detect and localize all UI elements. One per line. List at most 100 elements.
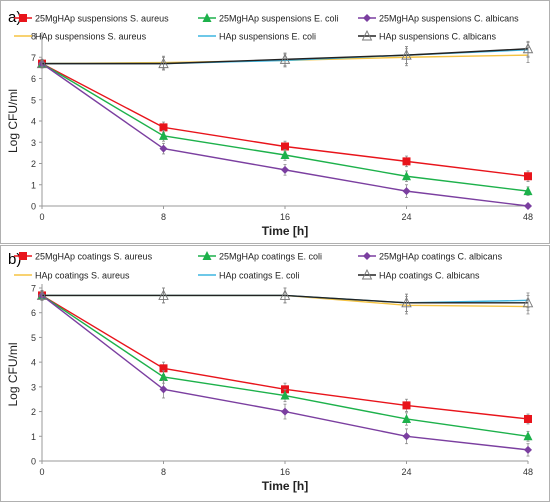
x-tick-label: 8 bbox=[161, 467, 166, 477]
legend-entry: 25MgHAp coatings C. albicans bbox=[358, 252, 503, 262]
x-tick-label: 8 bbox=[161, 212, 166, 222]
y-tick-label: 0 bbox=[31, 457, 36, 467]
data-point bbox=[524, 445, 532, 454]
data-point bbox=[402, 401, 411, 410]
y-tick-label: 4 bbox=[31, 358, 36, 368]
y-tick-label: 0 bbox=[31, 202, 36, 212]
y-tick-label: 5 bbox=[31, 95, 36, 105]
legend-label: HAp suspensions C. albicans bbox=[379, 32, 497, 42]
data-point bbox=[281, 407, 289, 416]
data-point bbox=[523, 431, 533, 441]
data-point bbox=[159, 144, 168, 153]
data-point bbox=[279, 53, 291, 64]
x-tick-label: 16 bbox=[280, 212, 290, 222]
legend-entry: HAp suspensions E. coli bbox=[198, 32, 316, 42]
y-tick-label: 6 bbox=[31, 74, 36, 84]
legend-label: HAp suspensions E. coli bbox=[219, 32, 316, 42]
y-tick-label: 8 bbox=[31, 32, 36, 42]
legend-entry: 25MgHAp suspensions E. coli bbox=[198, 13, 339, 24]
legend-marker bbox=[19, 14, 27, 22]
legend-label: HAp suspensions S. aureus bbox=[35, 32, 147, 42]
y-tick-label: 5 bbox=[31, 333, 36, 343]
x-axis-label: Time [h] bbox=[262, 224, 308, 238]
y-tick-label: 2 bbox=[31, 159, 36, 169]
series-3 bbox=[38, 291, 532, 457]
x-tick-label: 48 bbox=[523, 467, 533, 477]
y-tick-label: 6 bbox=[31, 308, 36, 318]
data-point bbox=[281, 165, 289, 174]
legend-entry: 25MgHAp suspensions C. albicans bbox=[358, 14, 519, 24]
data-point bbox=[281, 142, 289, 151]
x-tick-label: 0 bbox=[39, 467, 44, 477]
data-point bbox=[402, 187, 411, 196]
y-tick-label: 1 bbox=[31, 432, 36, 442]
legend-label: 25MgHAp suspensions E. coli bbox=[219, 14, 339, 24]
y-axis-label: Log CFU/ml bbox=[6, 89, 20, 153]
legend-entry: 25MgHAp coatings S. aureus bbox=[14, 252, 153, 262]
data-point bbox=[402, 171, 411, 181]
data-point bbox=[402, 157, 411, 166]
data-point bbox=[402, 413, 411, 423]
legend-entry: HAp suspensions S. aureus bbox=[14, 32, 147, 42]
legend-entry: HAp coatings E. coli bbox=[198, 271, 300, 281]
data-point bbox=[524, 202, 532, 210]
data-point bbox=[159, 130, 168, 140]
data-point bbox=[280, 390, 290, 400]
legend-label: 25MgHAp coatings C. albicans bbox=[379, 252, 503, 262]
y-tick-label: 4 bbox=[31, 117, 36, 127]
legend-marker bbox=[202, 13, 212, 22]
legend-entry: HAp suspensions C. albicans bbox=[358, 29, 497, 42]
panel-label: b) bbox=[8, 251, 21, 268]
y-tick-label: 2 bbox=[31, 407, 36, 417]
legend-marker bbox=[361, 268, 373, 280]
y-tick-label: 3 bbox=[31, 138, 36, 148]
x-tick-label: 0 bbox=[39, 212, 44, 222]
x-tick-label: 24 bbox=[401, 212, 411, 222]
data-point bbox=[402, 432, 411, 441]
x-tick-label: 24 bbox=[401, 467, 411, 477]
legend-label: 25MgHAp coatings S. aureus bbox=[35, 252, 153, 262]
data-point bbox=[159, 385, 168, 394]
legend-label: 25MgHAp suspensions C. albicans bbox=[379, 14, 519, 24]
data-point bbox=[280, 150, 290, 159]
series-6 bbox=[36, 40, 534, 71]
data-point bbox=[159, 371, 168, 381]
data-point bbox=[523, 186, 533, 196]
data-point bbox=[524, 414, 532, 423]
data-point bbox=[158, 57, 169, 69]
legend-label: 25MgHAp suspensions S. aureus bbox=[35, 14, 169, 24]
x-axis-label: Time [h] bbox=[262, 479, 308, 493]
y-tick-label: 3 bbox=[31, 382, 36, 392]
data-point bbox=[36, 57, 48, 69]
legend-marker bbox=[202, 251, 212, 260]
series-1 bbox=[38, 59, 532, 182]
data-point bbox=[401, 49, 412, 60]
y-axis-label: Log CFU/ml bbox=[6, 342, 20, 406]
legend-marker bbox=[361, 29, 373, 41]
data-point bbox=[522, 42, 534, 54]
data-point bbox=[524, 172, 532, 181]
y-tick-label: 7 bbox=[31, 53, 36, 63]
x-tick-label: 16 bbox=[280, 467, 290, 477]
legend-entry: HAp coatings C. albicans bbox=[358, 268, 480, 281]
data-point bbox=[158, 289, 169, 300]
legend-label: 25MgHAp coatings E. coli bbox=[219, 252, 322, 262]
data-point bbox=[36, 289, 48, 300]
legend-entry: HAp coatings S. aureus bbox=[14, 271, 130, 281]
legend-label: HAp coatings E. coli bbox=[219, 271, 300, 281]
data-point bbox=[279, 289, 291, 300]
legend-marker bbox=[363, 14, 371, 22]
data-point bbox=[522, 296, 534, 308]
data-point bbox=[401, 296, 412, 308]
legend-label: HAp coatings S. aureus bbox=[35, 271, 130, 281]
legend-entry: 25MgHAp coatings E. coli bbox=[198, 251, 322, 262]
legend-marker bbox=[363, 252, 371, 260]
y-tick-label: 1 bbox=[31, 180, 36, 190]
series-6 bbox=[36, 287, 534, 312]
legend-label: HAp coatings C. albicans bbox=[379, 271, 480, 281]
data-point bbox=[159, 123, 168, 132]
legend-entry: 25MgHAp suspensions S. aureus bbox=[14, 14, 169, 24]
data-point bbox=[159, 364, 168, 373]
